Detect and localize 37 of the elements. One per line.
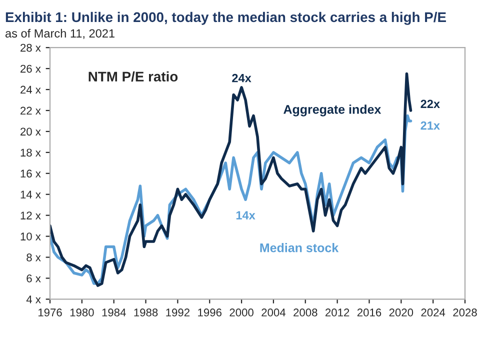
x-tick-label: 2024 — [421, 308, 446, 316]
line-series — [50, 72, 412, 287]
text: Median stock — [260, 243, 339, 252]
x-tick-label: 1988 — [134, 308, 158, 316]
x-tick-label: 2000 — [230, 308, 254, 316]
annotation: 14x — [236, 211, 256, 220]
y-tick-label: 4 x — [26, 296, 41, 304]
y-tick-label: 22 x — [20, 106, 41, 115]
y-tick-label: 10 x — [20, 232, 41, 240]
x-tick-label: 2028 — [453, 308, 477, 316]
y-tick-label: 14 x — [20, 190, 41, 198]
y-tick-label: 18 x — [20, 148, 41, 157]
x-tick-label: 1976 — [38, 308, 62, 316]
y-tick-label: 8 x — [26, 254, 41, 262]
annotation: 21x — [420, 121, 440, 130]
y-tick-label: 20 x — [20, 128, 41, 136]
chart-title: Exhibit 1: Unlike in 2000, today the median stock carries a high P/E — [6, 12, 446, 25]
y-tick-label: 24 x — [20, 86, 41, 94]
y-tick-label: 26 x — [20, 64, 41, 73]
annotation: 24x — [232, 74, 252, 82]
y-tick-label: 12 x — [20, 212, 41, 220]
y-tick-label: 16 x — [20, 170, 41, 178]
annotation: NTM P/E ratio — [88, 71, 178, 82]
x-tick-label: 2020 — [389, 308, 414, 316]
x-tick-label: 1984 — [102, 308, 126, 316]
y-tick-label: 6 x — [26, 274, 41, 282]
x-tick-label: 2004 — [262, 308, 286, 316]
x-tick-label: 1980 — [70, 308, 94, 316]
series-label: Aggregate index — [284, 104, 382, 116]
x-tick-label: 2008 — [294, 308, 318, 316]
x-tick-label: 2012 — [326, 308, 350, 316]
chart-subtitle: as of March 11, 2021 — [6, 28, 114, 39]
y-tick-label: 28 x — [20, 44, 41, 52]
x-tick-label: 2016 — [357, 308, 382, 316]
annotation: 22x — [420, 100, 440, 108]
x-tick-label: 1992 — [166, 308, 190, 316]
x-tick-label: 1996 — [198, 308, 222, 316]
